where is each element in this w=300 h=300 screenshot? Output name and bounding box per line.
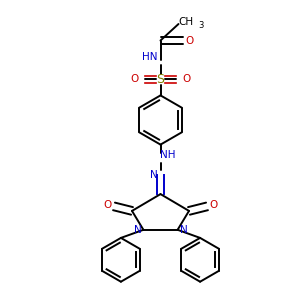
Text: HN: HN xyxy=(142,52,158,62)
Text: O: O xyxy=(103,200,112,210)
Text: N: N xyxy=(150,169,158,180)
Text: N: N xyxy=(180,225,188,235)
Text: CH: CH xyxy=(178,17,194,27)
Text: N: N xyxy=(134,225,141,235)
Text: O: O xyxy=(130,74,139,85)
Text: 3: 3 xyxy=(198,21,204,30)
Text: O: O xyxy=(209,200,218,210)
Text: O: O xyxy=(185,35,194,46)
Text: NH: NH xyxy=(160,150,176,160)
Text: O: O xyxy=(182,74,191,85)
Text: S: S xyxy=(157,73,164,86)
